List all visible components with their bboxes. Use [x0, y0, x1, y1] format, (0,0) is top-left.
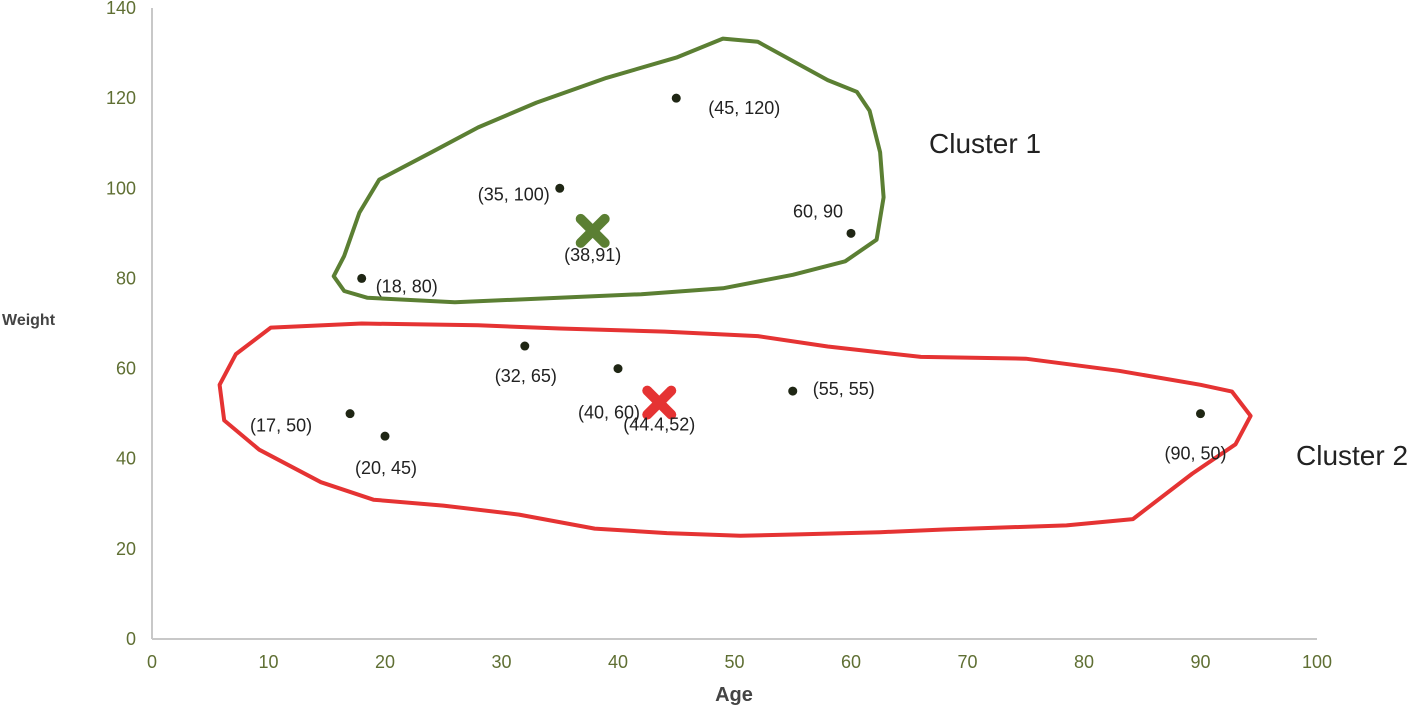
- x-tick-label: 20: [375, 652, 395, 672]
- x-tick-label: 60: [841, 652, 861, 672]
- centroid-label: (38,91): [564, 245, 621, 265]
- cluster-1-boundary: [331, 36, 886, 305]
- data-point: [613, 364, 623, 374]
- y-tick-label: 40: [116, 449, 136, 469]
- x-tick-label: 30: [491, 652, 511, 672]
- data-point: [345, 409, 355, 419]
- x-tick-label: 80: [1074, 652, 1094, 672]
- y-axis-title: Weight: [2, 312, 56, 329]
- data-point-label: (17, 50): [250, 416, 312, 436]
- data-point-label: (40, 60): [578, 403, 640, 423]
- data-point-label: (32, 65): [495, 366, 557, 386]
- centroid-label: (44.4,52): [623, 415, 695, 435]
- data-point: [788, 386, 798, 396]
- data-point: [520, 341, 530, 351]
- data-point: [380, 431, 390, 441]
- data-point: [671, 93, 681, 103]
- y-tick-label: 60: [116, 359, 136, 379]
- y-tick-label: 140: [106, 0, 136, 18]
- x-tick-label: 100: [1302, 652, 1332, 672]
- data-point-label: (35, 100): [478, 184, 550, 204]
- cluster-1-label: Cluster 1: [929, 128, 1041, 159]
- tick-labels-layer: 0 20 40 60 80 100 120 140 0 10 20 30 40 50 60 70 80 90 100: [106, 0, 1332, 672]
- x-tick-label: 10: [258, 652, 278, 672]
- axes-layer: [151, 8, 1317, 640]
- centroid-marker: [642, 385, 677, 420]
- data-point-label: (20, 45): [355, 458, 417, 478]
- y-tick-label: 100: [106, 178, 136, 198]
- y-tick-label: 0: [126, 629, 136, 649]
- centroid-labels-layer: (38,91) (44.4,52): [564, 245, 695, 435]
- y-tick-label: 20: [116, 539, 136, 559]
- data-point-label: (90, 50): [1165, 444, 1227, 464]
- points-layer: [345, 93, 1205, 441]
- data-point-label: 60, 90: [793, 201, 843, 221]
- point-labels-layer: (45, 120) (35, 100) 60, 90 (18, 80) (32, 65)…: [250, 98, 1226, 478]
- x-tick-label: 50: [724, 652, 744, 672]
- x-tick-label: 70: [957, 652, 977, 672]
- data-point: [555, 183, 565, 193]
- data-point: [1196, 409, 1205, 419]
- data-point-label: (55, 55): [813, 379, 875, 399]
- x-tick-label: 90: [1190, 652, 1210, 672]
- cluster-2-label: Cluster 2: [1296, 440, 1408, 471]
- y-tick-label: 120: [106, 88, 136, 108]
- data-point: [846, 228, 856, 238]
- y-tick-label: 80: [116, 268, 136, 288]
- x-tick-label: 0: [147, 652, 157, 672]
- centroids-layer: [575, 213, 677, 420]
- x-axis-title: Age: [715, 684, 753, 706]
- data-point-label: (45, 120): [708, 98, 780, 118]
- x-tick-label: 40: [608, 652, 628, 672]
- data-point: [357, 273, 367, 283]
- cluster-2-boundary: [217, 321, 1253, 538]
- centroid-marker: [575, 213, 610, 248]
- data-point-label: (18, 80): [376, 276, 438, 296]
- cluster-boundaries-layer: [217, 36, 1253, 538]
